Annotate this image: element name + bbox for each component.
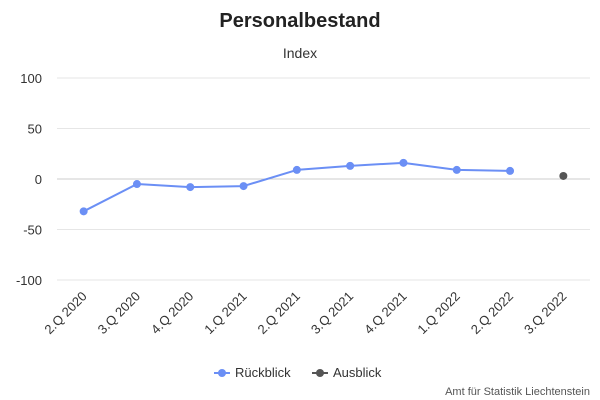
- x-axis: 2.Q 2020 3.Q 2020 4.Q 2020 1.Q 2021 2.Q 2021…: [41, 289, 569, 337]
- x-tick-label: 1.Q 2021: [201, 289, 249, 337]
- data-point[interactable]: [452, 165, 461, 174]
- x-tick-label: 3.Q 2021: [308, 289, 356, 337]
- x-tick-label: 4.Q 2020: [148, 289, 196, 337]
- y-tick-label: 0: [35, 172, 42, 187]
- legend-ausblick-marker: [316, 369, 324, 377]
- x-tick-label: 2.Q 2020: [41, 289, 89, 337]
- x-tick-label: 3.Q 2022: [521, 289, 569, 337]
- chart-subtitle: Index: [283, 45, 317, 61]
- data-point[interactable]: [186, 183, 195, 192]
- data-point[interactable]: [239, 182, 248, 191]
- data-point[interactable]: [79, 207, 88, 216]
- legend: Rückblick Ausblick: [214, 365, 382, 380]
- x-tick-label: 3.Q 2020: [95, 289, 143, 337]
- data-point[interactable]: [346, 161, 355, 170]
- series-layer: [79, 158, 568, 216]
- legend-rueckblick-label: Rückblick: [235, 365, 291, 380]
- legend-item-ausblick[interactable]: Ausblick: [312, 365, 382, 380]
- y-tick-label: 50: [28, 122, 42, 137]
- data-point[interactable]: [559, 171, 568, 180]
- data-point[interactable]: [292, 165, 301, 174]
- grid-layer: [57, 77, 590, 281]
- y-axis: 100 50 0 -50 -100: [16, 71, 42, 288]
- y-tick-label: -100: [16, 273, 42, 288]
- legend-ausblick-label: Ausblick: [333, 365, 382, 380]
- legend-item-rueckblick[interactable]: Rückblick: [214, 365, 291, 380]
- data-point[interactable]: [506, 166, 515, 175]
- data-point[interactable]: [399, 158, 408, 167]
- data-point[interactable]: [132, 180, 141, 189]
- x-tick-label: 4.Q 2021: [361, 289, 409, 337]
- y-tick-label: 100: [20, 71, 42, 86]
- x-tick-label: 1.Q 2022: [414, 289, 462, 337]
- x-tick-label: 2.Q 2021: [255, 289, 303, 337]
- chart-title: Personalbestand: [219, 10, 380, 32]
- legend-rueckblick-marker: [218, 369, 226, 377]
- chart-credit: Amt für Statistik Liechtenstein: [445, 386, 590, 398]
- x-tick-label: 2.Q 2022: [468, 289, 516, 337]
- y-tick-label: -50: [23, 223, 42, 238]
